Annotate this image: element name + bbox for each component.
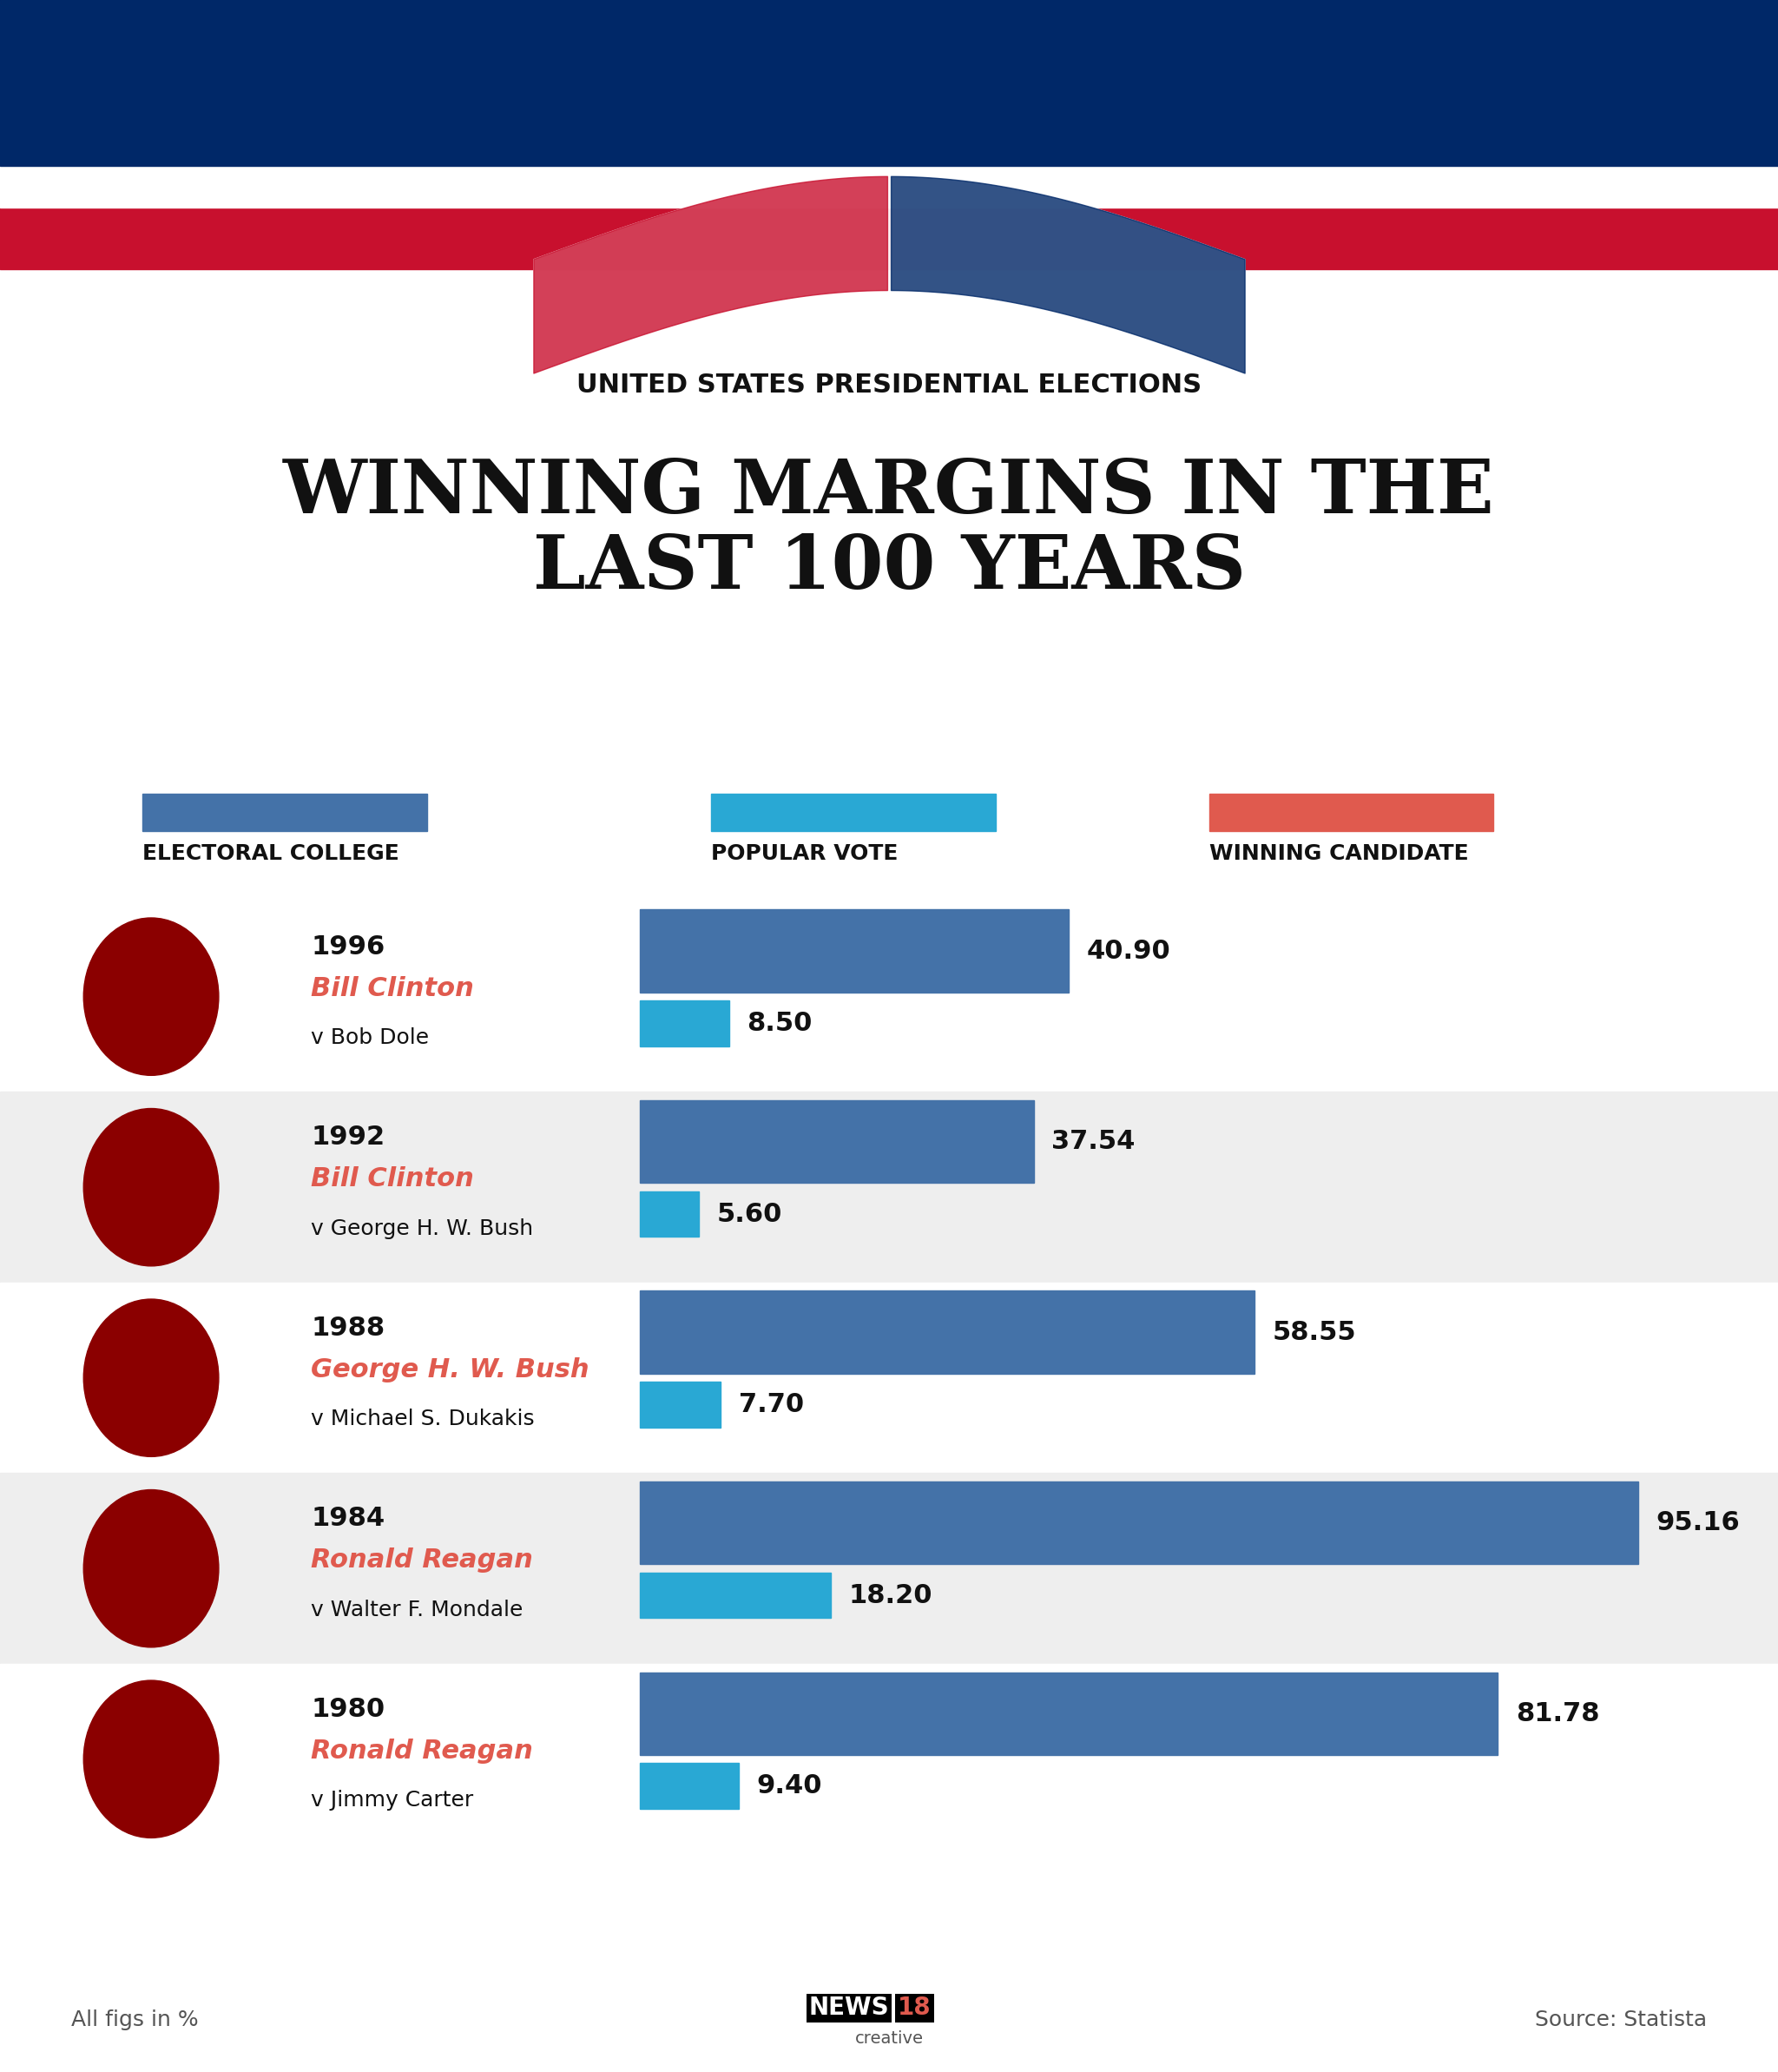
Text: 18.20: 18.20 — [848, 1583, 932, 1608]
Text: v George H. W. Bush: v George H. W. Bush — [311, 1218, 533, 1239]
Text: v Jimmy Carter: v Jimmy Carter — [311, 1790, 473, 1811]
Text: Bill Clinton: Bill Clinton — [311, 1167, 475, 1191]
Bar — [640, 1672, 1499, 1755]
Bar — [640, 910, 1069, 992]
Text: 18: 18 — [898, 1995, 932, 2020]
Text: 1984: 1984 — [311, 1506, 386, 1531]
Circle shape — [84, 1680, 219, 1838]
Bar — [0, 0, 1778, 124]
Text: Source: Statista: Source: Statista — [1534, 2010, 1707, 2031]
Bar — [1209, 794, 1494, 831]
Bar — [640, 1100, 1033, 1183]
Text: WINNING CANDIDATE: WINNING CANDIDATE — [1209, 843, 1469, 864]
Text: 8.50: 8.50 — [747, 1011, 813, 1036]
Text: 58.55: 58.55 — [1271, 1320, 1357, 1345]
Circle shape — [84, 1109, 219, 1266]
Text: 1988: 1988 — [311, 1316, 386, 1341]
Circle shape — [84, 1490, 219, 1647]
Text: 1992: 1992 — [311, 1125, 386, 1150]
Text: 9.40: 9.40 — [756, 1774, 821, 1798]
Text: POPULAR VOTE: POPULAR VOTE — [711, 843, 898, 864]
Text: ELECTORAL COLLEGE: ELECTORAL COLLEGE — [142, 843, 398, 864]
Text: v Michael S. Dukakis: v Michael S. Dukakis — [311, 1409, 535, 1430]
Text: 1980: 1980 — [311, 1697, 386, 1722]
Text: creative: creative — [855, 2031, 923, 2047]
Circle shape — [84, 918, 219, 1075]
Text: 40.90: 40.90 — [1086, 939, 1172, 963]
Text: NEWS: NEWS — [809, 1995, 889, 2020]
Bar — [0, 1473, 1778, 1664]
Text: All figs in %: All figs in % — [71, 2010, 199, 2031]
Bar — [0, 1092, 1778, 1283]
Bar — [640, 1573, 830, 1618]
Text: 95.16: 95.16 — [1655, 1510, 1741, 1535]
Text: 1996: 1996 — [311, 934, 386, 959]
Text: UNITED STATES PRESIDENTIAL ELECTIONS: UNITED STATES PRESIDENTIAL ELECTIONS — [576, 373, 1202, 398]
Bar — [0, 1664, 1778, 1854]
Bar — [640, 1382, 720, 1428]
Circle shape — [84, 1299, 219, 1457]
Bar — [640, 1001, 729, 1046]
Bar — [142, 794, 427, 831]
Text: 5.60: 5.60 — [717, 1202, 782, 1227]
Text: 37.54: 37.54 — [1051, 1129, 1136, 1154]
Text: Ronald Reagan: Ronald Reagan — [311, 1738, 533, 1763]
Bar — [0, 0, 1778, 166]
Bar — [0, 1283, 1778, 1473]
Bar — [0, 0, 1778, 269]
Bar — [640, 1481, 1638, 1564]
Text: v Walter F. Mondale: v Walter F. Mondale — [311, 1600, 523, 1620]
Text: WINNING MARGINS IN THE
LAST 100 YEARS: WINNING MARGINS IN THE LAST 100 YEARS — [283, 456, 1495, 605]
Bar — [640, 1291, 1253, 1374]
Bar — [0, 124, 1778, 207]
Bar — [0, 901, 1778, 1092]
Text: George H. W. Bush: George H. W. Bush — [311, 1357, 590, 1382]
Text: 7.70: 7.70 — [738, 1392, 804, 1417]
Text: v Bob Dole: v Bob Dole — [311, 1028, 428, 1048]
Bar — [640, 1763, 738, 1809]
Text: 81.78: 81.78 — [1517, 1701, 1600, 1726]
Bar — [640, 1191, 699, 1237]
Text: Ronald Reagan: Ronald Reagan — [311, 1548, 533, 1573]
Bar — [711, 794, 996, 831]
Text: Bill Clinton: Bill Clinton — [311, 976, 475, 1001]
